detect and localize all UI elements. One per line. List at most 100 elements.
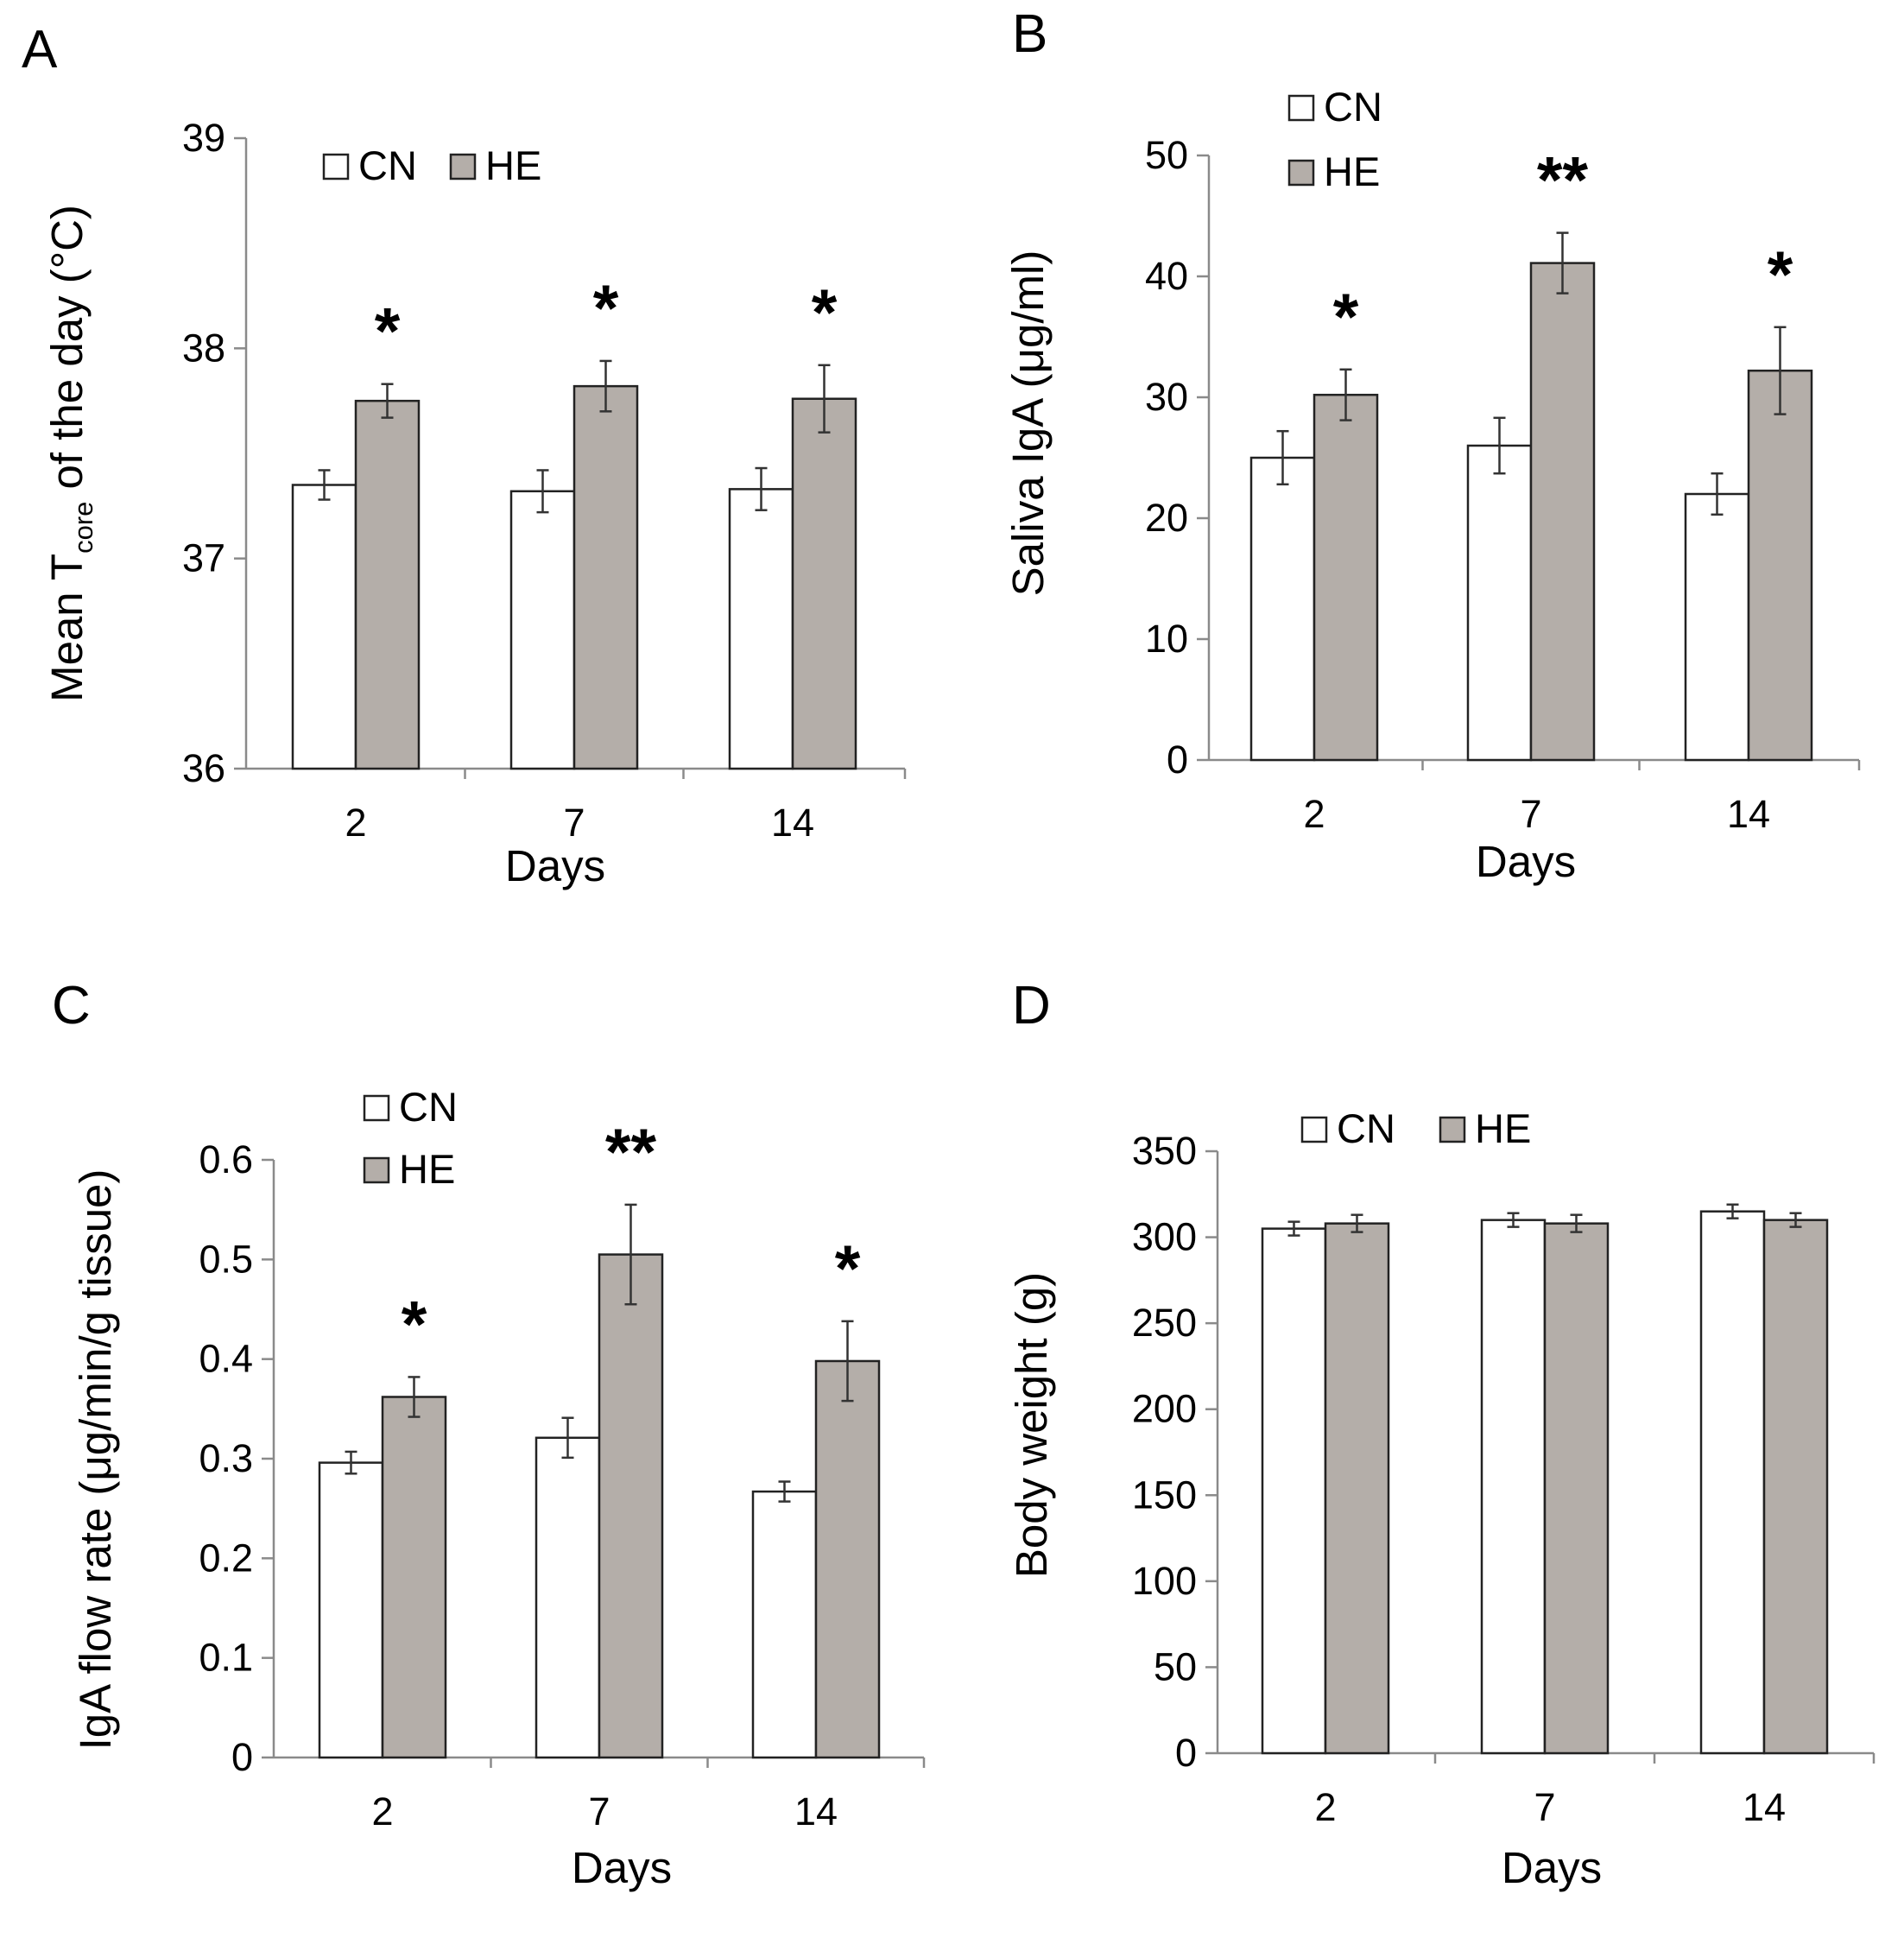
y-tick-label: 37 bbox=[182, 536, 225, 580]
legend-label-he: HE bbox=[1324, 149, 1380, 194]
panel-b: B 0 10 20 30 40 50 * 2 ** 7 * 14 Days Saliva IgA (μg/m… bbox=[1003, 4, 1861, 886]
significance-marker: * bbox=[1768, 238, 1793, 312]
y-tick-label: 250 bbox=[1132, 1301, 1197, 1345]
panel-letter: C bbox=[52, 976, 91, 1036]
x-tick-label: 7 bbox=[563, 801, 585, 845]
bar-cn-day-2 bbox=[1261, 1227, 1327, 1755]
y-tick-label: 0 bbox=[1175, 1731, 1197, 1775]
y-tick-label: 0.6 bbox=[199, 1137, 253, 1181]
legend-label-cn: CN bbox=[399, 1084, 458, 1130]
legend-swatch-he bbox=[1439, 1116, 1466, 1143]
significance-marker: * bbox=[593, 272, 619, 345]
y-tick-label: 38 bbox=[182, 326, 225, 370]
legend-swatch-cn bbox=[322, 153, 350, 180]
legend-swatch-he bbox=[363, 1156, 390, 1184]
bar-he-day-7 bbox=[598, 1253, 664, 1759]
legend-label-he: HE bbox=[399, 1146, 455, 1192]
bar-he-day-7 bbox=[572, 384, 639, 770]
bar-cn-day-14 bbox=[1699, 1210, 1766, 1755]
significance-marker: ** bbox=[605, 1116, 657, 1189]
y-axis-title: Mean Tcore of the day (°C) bbox=[42, 205, 98, 702]
legend-label-cn: CN bbox=[1324, 84, 1382, 130]
y-tick-label: 0 bbox=[1167, 738, 1188, 782]
x-tick-label: 2 bbox=[1303, 792, 1325, 836]
y-tick-label: 50 bbox=[1145, 133, 1188, 177]
panel-a: A 36 37 38 39 * 2 * 7 * 14 Days Mean Tcore of the da… bbox=[22, 20, 907, 890]
legend-swatch-he bbox=[449, 153, 477, 180]
legend-swatch-cn bbox=[1300, 1116, 1328, 1143]
y-tick-label: 20 bbox=[1145, 496, 1188, 540]
x-tick-label: 14 bbox=[1743, 1785, 1786, 1829]
legend-label-cn: CN bbox=[1337, 1105, 1395, 1151]
bar-he-day-14 bbox=[1762, 1219, 1829, 1755]
bar-he-day-2 bbox=[1324, 1222, 1390, 1755]
y-tick-label: 39 bbox=[182, 116, 225, 160]
legend-swatch-cn bbox=[1287, 94, 1315, 122]
panel-c: C 0 0.1 0.2 0.3 0.4 0.5 0.6 * 2 ** 7 * 14 Days IgA flow… bbox=[52, 976, 926, 1892]
legend-label-he: HE bbox=[1475, 1105, 1531, 1151]
bar-cn-day-7 bbox=[1480, 1219, 1547, 1755]
legend-swatch-he bbox=[1287, 159, 1315, 187]
y-tick-label: 0.4 bbox=[199, 1337, 253, 1381]
bar-cn-day-7 bbox=[509, 490, 576, 770]
panel-letter: D bbox=[1012, 976, 1051, 1036]
y-tick-label: 30 bbox=[1145, 375, 1188, 419]
y-tick-label: 10 bbox=[1145, 617, 1188, 661]
bar-he-day-14 bbox=[814, 1359, 881, 1759]
y-tick-label: 200 bbox=[1132, 1387, 1197, 1431]
y-tick-label: 100 bbox=[1132, 1559, 1197, 1603]
y-tick-label: 0.3 bbox=[199, 1436, 253, 1480]
y-axis-title: IgA flow rate (μg/min/g tissue) bbox=[71, 1169, 120, 1751]
y-tick-label: 0.1 bbox=[199, 1636, 253, 1680]
bar-cn-day-2 bbox=[318, 1461, 384, 1759]
bar-he-day-7 bbox=[1543, 1222, 1610, 1755]
panel-d: D 0 50 100 150 200 250 300 350 2 7 14 Days Body weigh… bbox=[1007, 976, 1876, 1892]
x-axis-title: Days bbox=[1502, 1843, 1602, 1892]
x-tick-label: 7 bbox=[1520, 792, 1541, 836]
y-tick-label: 0.2 bbox=[199, 1536, 253, 1580]
y-tick-label: 0 bbox=[231, 1735, 253, 1779]
panel-letter: B bbox=[1012, 4, 1047, 64]
bar-he-day-2 bbox=[1313, 393, 1379, 762]
bar-he-day-14 bbox=[791, 397, 857, 770]
x-tick-label: 7 bbox=[588, 1789, 610, 1834]
bar-cn-day-14 bbox=[1684, 492, 1750, 762]
significance-marker: * bbox=[812, 276, 838, 350]
x-tick-label: 14 bbox=[794, 1789, 838, 1834]
x-tick-label: 14 bbox=[771, 801, 814, 845]
y-tick-label: 50 bbox=[1154, 1644, 1197, 1688]
significance-marker: ** bbox=[1537, 144, 1589, 218]
x-axis-title: Days bbox=[505, 841, 605, 890]
x-axis-title: Days bbox=[572, 1843, 672, 1892]
x-tick-label: 2 bbox=[1314, 1785, 1336, 1829]
x-axis-title: Days bbox=[1476, 837, 1576, 886]
y-tick-label: 0.5 bbox=[199, 1237, 253, 1281]
bar-he-day-7 bbox=[1529, 262, 1596, 762]
bar-cn-day-14 bbox=[751, 1490, 818, 1759]
significance-marker: * bbox=[375, 295, 401, 369]
y-tick-label: 40 bbox=[1145, 254, 1188, 298]
x-tick-label: 2 bbox=[371, 1789, 393, 1834]
x-tick-label: 14 bbox=[1727, 792, 1770, 836]
bar-cn-day-7 bbox=[535, 1436, 601, 1759]
legend-label-cn: CN bbox=[358, 142, 417, 188]
y-axis-title: Saliva IgA (μg/ml) bbox=[1003, 250, 1053, 597]
y-tick-label: 150 bbox=[1132, 1472, 1197, 1517]
legend-swatch-cn bbox=[363, 1094, 390, 1122]
bar-cn-day-2 bbox=[291, 484, 357, 770]
y-tick-label: 36 bbox=[182, 746, 225, 790]
bar-he-day-2 bbox=[381, 1396, 447, 1759]
x-tick-label: 7 bbox=[1534, 1785, 1555, 1829]
y-tick-label: 350 bbox=[1132, 1129, 1197, 1173]
significance-marker: * bbox=[402, 1288, 427, 1361]
y-tick-label: 300 bbox=[1132, 1215, 1197, 1259]
y-axis-title: Body weight (g) bbox=[1007, 1272, 1056, 1578]
bar-he-day-14 bbox=[1747, 369, 1813, 762]
significance-marker: * bbox=[835, 1232, 861, 1306]
bar-cn-day-14 bbox=[728, 488, 794, 770]
bar-cn-day-7 bbox=[1466, 444, 1533, 762]
bar-cn-day-2 bbox=[1249, 456, 1316, 762]
significance-marker: * bbox=[1333, 281, 1359, 354]
x-tick-label: 2 bbox=[345, 801, 366, 845]
